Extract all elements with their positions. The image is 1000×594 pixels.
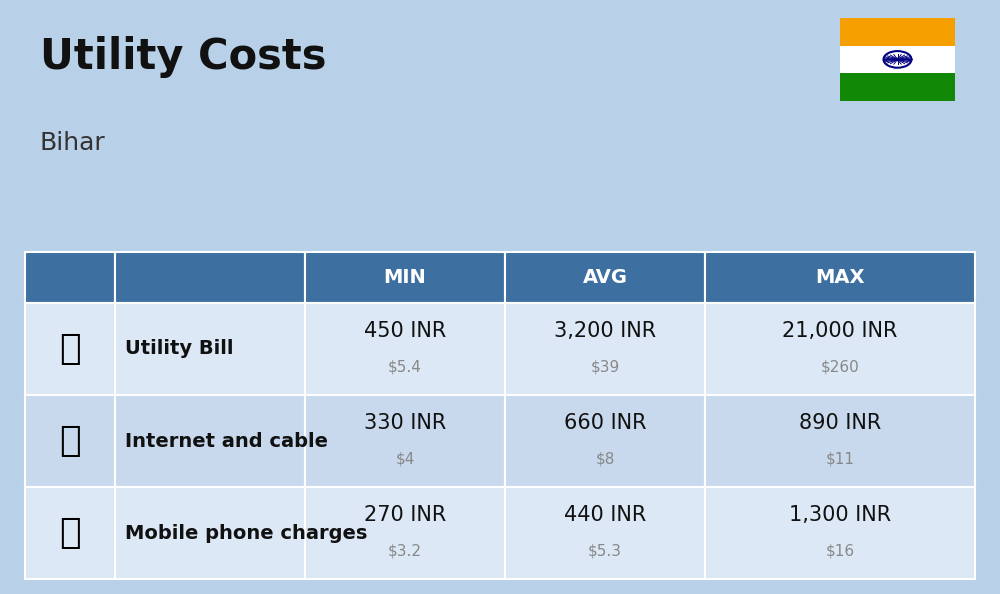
Bar [25,395,115,487]
Text: 270 INR: 270 INR [364,505,446,525]
Bar [305,252,505,303]
Text: 📱: 📱 [59,516,81,550]
Text: 440 INR: 440 INR [564,505,646,525]
Text: Mobile phone charges: Mobile phone charges [125,524,367,542]
Circle shape [896,58,900,61]
Bar [25,303,115,395]
Bar [25,487,115,579]
Bar [840,73,955,101]
Text: 📡: 📡 [59,424,81,458]
Bar [115,395,305,487]
Text: 890 INR: 890 INR [799,413,881,433]
Text: 450 INR: 450 INR [364,321,446,341]
Bar [505,252,705,303]
Text: $260: $260 [821,359,859,374]
Text: MIN: MIN [384,268,426,287]
Bar [25,252,115,303]
Bar [505,303,705,395]
Bar [305,395,505,487]
Text: 21,000 INR: 21,000 INR [782,321,898,341]
Bar [505,487,705,579]
Bar [115,487,305,579]
Text: Bihar: Bihar [40,131,106,154]
Text: $16: $16 [825,544,855,558]
Bar [115,252,305,303]
Text: 1,300 INR: 1,300 INR [789,505,891,525]
Text: $8: $8 [595,451,615,466]
Bar [305,487,505,579]
Text: 330 INR: 330 INR [364,413,446,433]
Text: $11: $11 [826,451,854,466]
Bar [705,303,975,395]
Bar [840,46,955,73]
Text: 660 INR: 660 INR [564,413,646,433]
Bar [505,395,705,487]
Text: $39: $39 [590,359,620,374]
Bar [705,395,975,487]
Bar [705,252,975,303]
Text: $5.4: $5.4 [388,359,422,374]
Text: MAX: MAX [815,268,865,287]
Bar [305,303,505,395]
Text: Utility Bill: Utility Bill [125,340,234,358]
Bar [840,18,955,46]
Text: AVG: AVG [582,268,628,287]
Bar [705,487,975,579]
Text: $5.3: $5.3 [588,544,622,558]
Text: 3,200 INR: 3,200 INR [554,321,656,341]
Bar [115,303,305,395]
Text: Utility Costs: Utility Costs [40,36,326,78]
Text: $4: $4 [395,451,415,466]
Text: Internet and cable: Internet and cable [125,432,328,450]
Text: 🔧: 🔧 [59,332,81,366]
Text: $3.2: $3.2 [388,544,422,558]
